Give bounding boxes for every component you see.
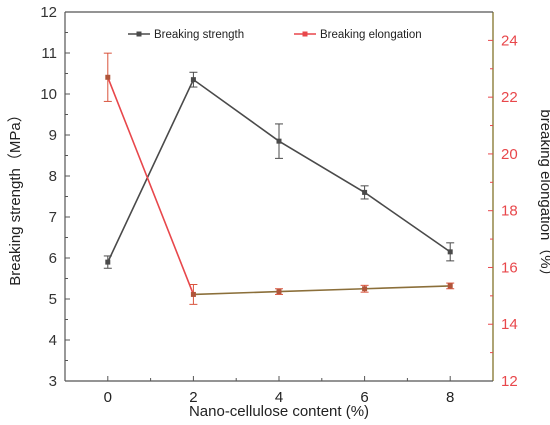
x-tick-label: 8	[446, 389, 454, 406]
right-y-tick-label: 12	[501, 373, 518, 390]
right-y-tick-label: 20	[501, 146, 518, 163]
right-y-axis-title: breaking elongation（%）	[537, 109, 550, 283]
left-y-tick-label: 6	[49, 250, 57, 267]
right-y-tick-label: 14	[501, 316, 518, 333]
right-y-tick-label: 16	[501, 259, 518, 276]
strength-line	[107, 78, 451, 263]
elongation-point	[105, 74, 111, 80]
x-tick-label: 4	[275, 389, 283, 406]
x-tick-label: 6	[360, 389, 368, 406]
left-y-tick-label: 7	[49, 209, 57, 226]
right-y-tick-label: 18	[501, 203, 518, 220]
left-y-tick-label: 9	[49, 127, 57, 144]
right-y-tick-label: 22	[501, 89, 518, 106]
plot-frame	[65, 12, 493, 381]
elongation-line	[364, 285, 451, 290]
left-y-tick-label: 5	[49, 291, 57, 308]
strength-point	[276, 138, 282, 144]
legend-elongation-label: Breaking elongation	[320, 29, 422, 41]
elongation-point	[276, 289, 282, 295]
strength-point	[362, 189, 368, 195]
elongation-point	[362, 286, 368, 292]
legend-elongation-marker	[302, 31, 308, 37]
elongation-line	[278, 287, 365, 293]
elongation-point	[447, 283, 453, 289]
right-y-tick-label: 24	[501, 32, 518, 49]
left-y-axis-title: Breaking strength（MPa）	[7, 107, 24, 285]
x-tick-label: 0	[104, 389, 112, 406]
left-y-tick-label: 4	[49, 332, 57, 349]
left-y-tick-label: 10	[40, 86, 57, 103]
legend-strength-marker	[136, 31, 142, 37]
x-tick-label: 2	[189, 389, 197, 406]
elongation-line	[107, 76, 195, 295]
left-y-tick-label: 3	[49, 373, 57, 390]
left-y-tick-label: 12	[40, 4, 57, 21]
elongation-point	[190, 291, 196, 297]
strength-point	[190, 77, 196, 83]
left-y-tick-label: 8	[49, 168, 57, 185]
legend-strength-label: Breaking strength	[154, 29, 244, 41]
elongation-line	[193, 290, 280, 296]
strength-point	[105, 259, 111, 265]
strength-point	[447, 249, 453, 255]
left-y-tick-label: 11	[41, 45, 57, 62]
x-axis-title: Nano-cellulose content (%)	[189, 403, 369, 420]
